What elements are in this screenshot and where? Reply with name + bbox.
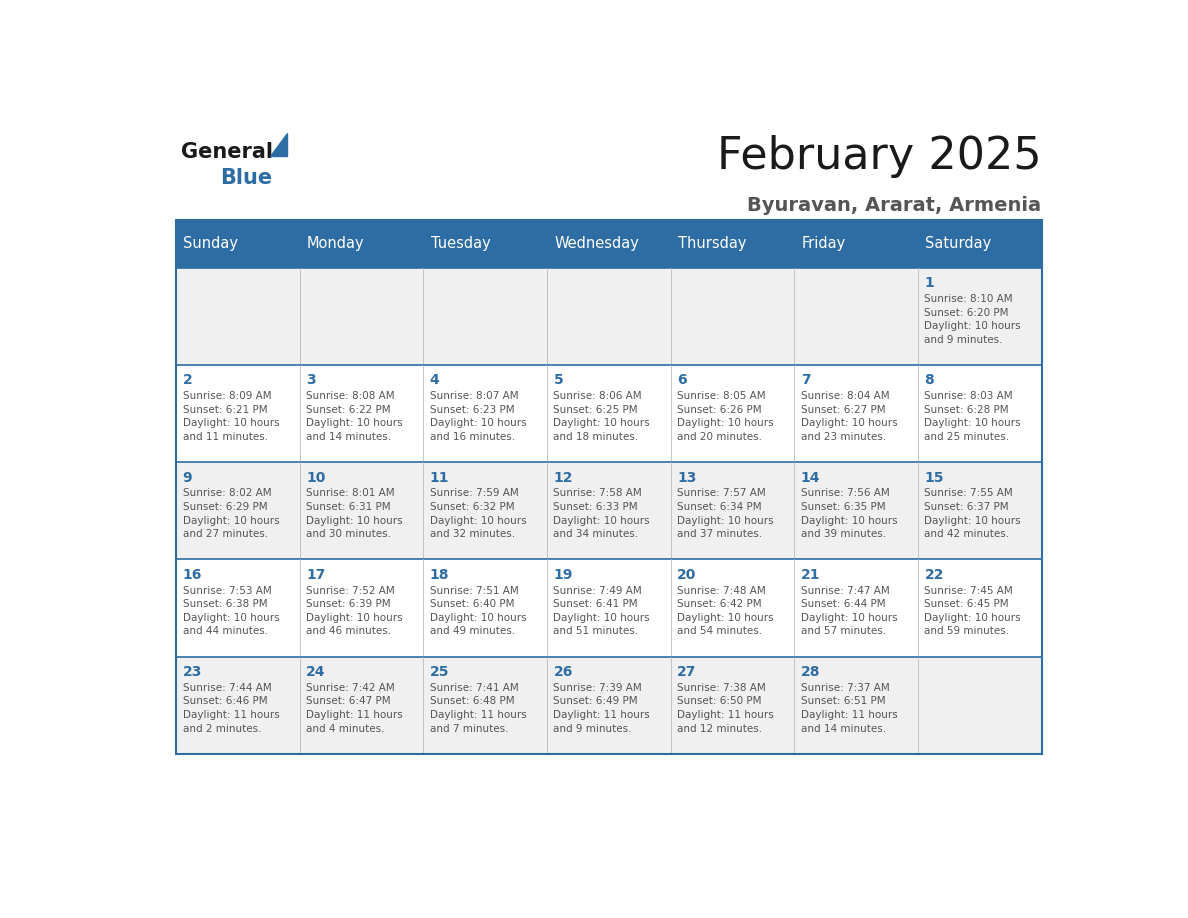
Text: Friday: Friday xyxy=(802,236,846,252)
Text: Sunrise: 7:41 AM
Sunset: 6:48 PM
Daylight: 11 hours
and 7 minutes.: Sunrise: 7:41 AM Sunset: 6:48 PM Dayligh… xyxy=(430,683,526,733)
Text: 1: 1 xyxy=(924,276,934,290)
Text: Sunrise: 8:06 AM
Sunset: 6:25 PM
Daylight: 10 hours
and 18 minutes.: Sunrise: 8:06 AM Sunset: 6:25 PM Dayligh… xyxy=(554,391,650,442)
Text: Sunrise: 7:52 AM
Sunset: 6:39 PM
Daylight: 10 hours
and 46 minutes.: Sunrise: 7:52 AM Sunset: 6:39 PM Dayligh… xyxy=(307,586,403,636)
Text: 4: 4 xyxy=(430,374,440,387)
Text: 25: 25 xyxy=(430,665,449,679)
Text: 19: 19 xyxy=(554,568,573,582)
Text: Sunrise: 7:44 AM
Sunset: 6:46 PM
Daylight: 11 hours
and 2 minutes.: Sunrise: 7:44 AM Sunset: 6:46 PM Dayligh… xyxy=(183,683,279,733)
Text: Sunrise: 7:58 AM
Sunset: 6:33 PM
Daylight: 10 hours
and 34 minutes.: Sunrise: 7:58 AM Sunset: 6:33 PM Dayligh… xyxy=(554,488,650,539)
Text: Saturday: Saturday xyxy=(925,236,992,252)
Text: 6: 6 xyxy=(677,374,687,387)
Text: Blue: Blue xyxy=(220,168,272,188)
Text: 11: 11 xyxy=(430,471,449,485)
Text: Byuravan, Ararat, Armenia: Byuravan, Ararat, Armenia xyxy=(747,196,1042,216)
Text: 21: 21 xyxy=(801,568,820,582)
Text: Sunrise: 8:10 AM
Sunset: 6:20 PM
Daylight: 10 hours
and 9 minutes.: Sunrise: 8:10 AM Sunset: 6:20 PM Dayligh… xyxy=(924,294,1020,345)
Text: 9: 9 xyxy=(183,471,192,485)
Text: Sunrise: 7:59 AM
Sunset: 6:32 PM
Daylight: 10 hours
and 32 minutes.: Sunrise: 7:59 AM Sunset: 6:32 PM Dayligh… xyxy=(430,488,526,539)
Text: 17: 17 xyxy=(307,568,326,582)
Text: 10: 10 xyxy=(307,471,326,485)
Text: Sunrise: 7:37 AM
Sunset: 6:51 PM
Daylight: 11 hours
and 14 minutes.: Sunrise: 7:37 AM Sunset: 6:51 PM Dayligh… xyxy=(801,683,897,733)
Text: Tuesday: Tuesday xyxy=(431,236,491,252)
Text: Sunrise: 7:38 AM
Sunset: 6:50 PM
Daylight: 11 hours
and 12 minutes.: Sunrise: 7:38 AM Sunset: 6:50 PM Dayligh… xyxy=(677,683,773,733)
Text: Sunrise: 8:02 AM
Sunset: 6:29 PM
Daylight: 10 hours
and 27 minutes.: Sunrise: 8:02 AM Sunset: 6:29 PM Dayligh… xyxy=(183,488,279,539)
Bar xyxy=(176,365,1042,462)
Polygon shape xyxy=(270,133,286,156)
Text: Monday: Monday xyxy=(308,236,365,252)
Text: 28: 28 xyxy=(801,665,820,679)
Text: 3: 3 xyxy=(307,374,316,387)
Bar xyxy=(176,462,1042,559)
Text: 15: 15 xyxy=(924,471,944,485)
Text: Sunrise: 7:49 AM
Sunset: 6:41 PM
Daylight: 10 hours
and 51 minutes.: Sunrise: 7:49 AM Sunset: 6:41 PM Dayligh… xyxy=(554,586,650,636)
Text: Sunrise: 7:55 AM
Sunset: 6:37 PM
Daylight: 10 hours
and 42 minutes.: Sunrise: 7:55 AM Sunset: 6:37 PM Dayligh… xyxy=(924,488,1020,539)
Text: Sunrise: 7:47 AM
Sunset: 6:44 PM
Daylight: 10 hours
and 57 minutes.: Sunrise: 7:47 AM Sunset: 6:44 PM Dayligh… xyxy=(801,586,897,636)
Text: General: General xyxy=(181,142,273,162)
Text: Sunrise: 7:42 AM
Sunset: 6:47 PM
Daylight: 11 hours
and 4 minutes.: Sunrise: 7:42 AM Sunset: 6:47 PM Dayligh… xyxy=(307,683,403,733)
Text: 2: 2 xyxy=(183,374,192,387)
Text: Sunrise: 7:57 AM
Sunset: 6:34 PM
Daylight: 10 hours
and 37 minutes.: Sunrise: 7:57 AM Sunset: 6:34 PM Dayligh… xyxy=(677,488,773,539)
Bar xyxy=(176,219,1042,268)
Text: Sunrise: 8:05 AM
Sunset: 6:26 PM
Daylight: 10 hours
and 20 minutes.: Sunrise: 8:05 AM Sunset: 6:26 PM Dayligh… xyxy=(677,391,773,442)
Text: 14: 14 xyxy=(801,471,820,485)
Text: 7: 7 xyxy=(801,374,810,387)
Bar xyxy=(176,219,1042,754)
Text: 18: 18 xyxy=(430,568,449,582)
Text: Sunrise: 7:53 AM
Sunset: 6:38 PM
Daylight: 10 hours
and 44 minutes.: Sunrise: 7:53 AM Sunset: 6:38 PM Dayligh… xyxy=(183,586,279,636)
Text: Thursday: Thursday xyxy=(678,236,746,252)
Text: 8: 8 xyxy=(924,374,934,387)
Text: Sunrise: 7:39 AM
Sunset: 6:49 PM
Daylight: 11 hours
and 9 minutes.: Sunrise: 7:39 AM Sunset: 6:49 PM Dayligh… xyxy=(554,683,650,733)
Bar xyxy=(176,656,1042,754)
Text: 22: 22 xyxy=(924,568,944,582)
Bar xyxy=(176,268,1042,365)
Text: Sunrise: 8:07 AM
Sunset: 6:23 PM
Daylight: 10 hours
and 16 minutes.: Sunrise: 8:07 AM Sunset: 6:23 PM Dayligh… xyxy=(430,391,526,442)
Text: 5: 5 xyxy=(554,374,563,387)
Bar xyxy=(176,559,1042,656)
Text: 13: 13 xyxy=(677,471,696,485)
Text: 24: 24 xyxy=(307,665,326,679)
Text: 26: 26 xyxy=(554,665,573,679)
Text: Sunrise: 8:03 AM
Sunset: 6:28 PM
Daylight: 10 hours
and 25 minutes.: Sunrise: 8:03 AM Sunset: 6:28 PM Dayligh… xyxy=(924,391,1020,442)
Text: Sunrise: 7:56 AM
Sunset: 6:35 PM
Daylight: 10 hours
and 39 minutes.: Sunrise: 7:56 AM Sunset: 6:35 PM Dayligh… xyxy=(801,488,897,539)
Text: Sunrise: 8:08 AM
Sunset: 6:22 PM
Daylight: 10 hours
and 14 minutes.: Sunrise: 8:08 AM Sunset: 6:22 PM Dayligh… xyxy=(307,391,403,442)
Text: 27: 27 xyxy=(677,665,696,679)
Text: Sunrise: 8:01 AM
Sunset: 6:31 PM
Daylight: 10 hours
and 30 minutes.: Sunrise: 8:01 AM Sunset: 6:31 PM Dayligh… xyxy=(307,488,403,539)
Text: 23: 23 xyxy=(183,665,202,679)
Text: Sunrise: 7:51 AM
Sunset: 6:40 PM
Daylight: 10 hours
and 49 minutes.: Sunrise: 7:51 AM Sunset: 6:40 PM Dayligh… xyxy=(430,586,526,636)
Text: Sunrise: 8:04 AM
Sunset: 6:27 PM
Daylight: 10 hours
and 23 minutes.: Sunrise: 8:04 AM Sunset: 6:27 PM Dayligh… xyxy=(801,391,897,442)
Text: Sunrise: 8:09 AM
Sunset: 6:21 PM
Daylight: 10 hours
and 11 minutes.: Sunrise: 8:09 AM Sunset: 6:21 PM Dayligh… xyxy=(183,391,279,442)
Text: 16: 16 xyxy=(183,568,202,582)
Text: Wednesday: Wednesday xyxy=(555,236,639,252)
Text: Sunrise: 7:45 AM
Sunset: 6:45 PM
Daylight: 10 hours
and 59 minutes.: Sunrise: 7:45 AM Sunset: 6:45 PM Dayligh… xyxy=(924,586,1020,636)
Text: 12: 12 xyxy=(554,471,573,485)
Text: February 2025: February 2025 xyxy=(716,135,1042,178)
Text: 20: 20 xyxy=(677,568,696,582)
Text: Sunday: Sunday xyxy=(183,236,239,252)
Text: Sunrise: 7:48 AM
Sunset: 6:42 PM
Daylight: 10 hours
and 54 minutes.: Sunrise: 7:48 AM Sunset: 6:42 PM Dayligh… xyxy=(677,586,773,636)
